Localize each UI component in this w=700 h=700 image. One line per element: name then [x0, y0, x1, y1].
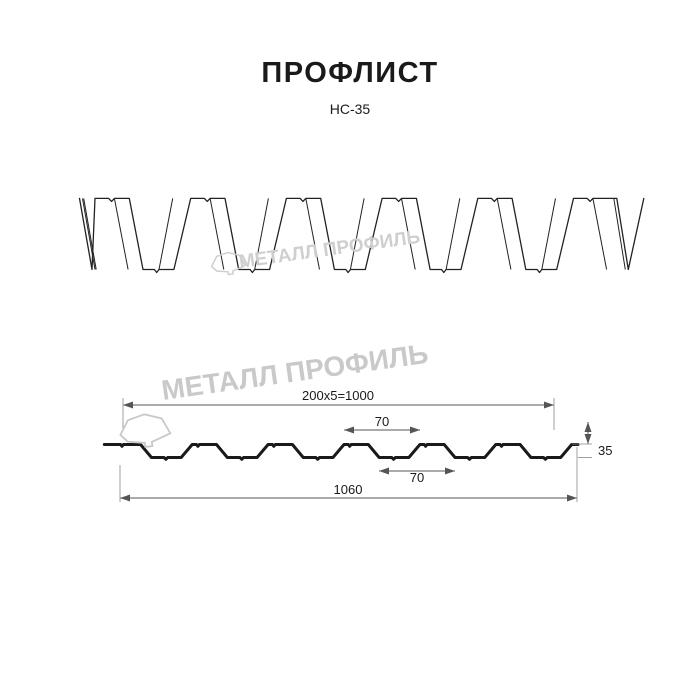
svg-text:МЕТАЛЛ ПРОФИЛЬ: МЕТАЛЛ ПРОФИЛЬ [160, 338, 431, 406]
